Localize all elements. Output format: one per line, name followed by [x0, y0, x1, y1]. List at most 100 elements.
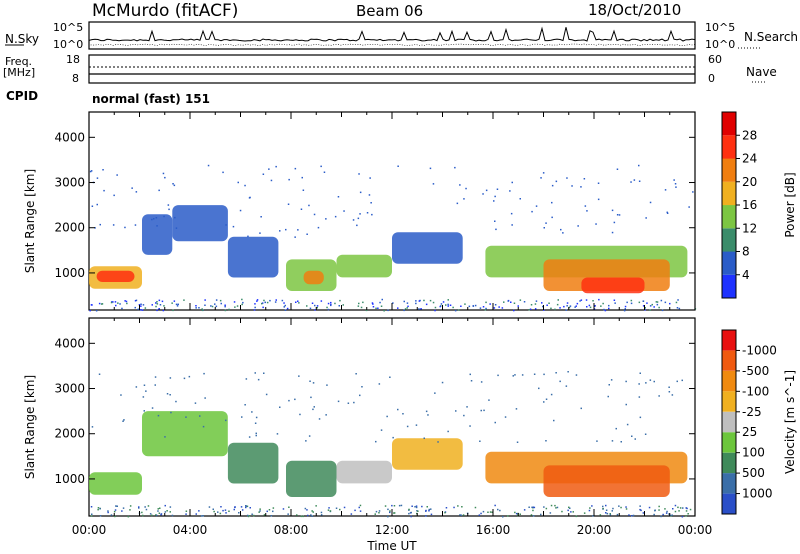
velocity-speckle	[610, 379, 613, 381]
power-speckle	[327, 302, 330, 305]
power-speckle	[442, 301, 445, 303]
velocity-speckle	[662, 513, 664, 516]
power-speckle	[175, 303, 178, 306]
power-speckle	[237, 181, 239, 184]
velocity-speckle	[249, 507, 251, 509]
power-speckle	[112, 301, 114, 303]
velocity-speckle	[516, 441, 519, 443]
velocity-speckle	[288, 506, 290, 508]
power-speckle	[368, 194, 371, 196]
velocity-speckle	[327, 509, 330, 511]
velocity-speckle	[605, 512, 607, 514]
velocity-y-axis-label: Slant Range [km]	[23, 375, 37, 479]
velocity-speckle	[302, 515, 304, 518]
power-speckle	[174, 216, 176, 219]
nsearch-lo-tick: 10^0	[705, 38, 736, 51]
power-speckle	[519, 198, 521, 200]
velocity-speckle	[685, 515, 687, 517]
power-speckle	[415, 302, 417, 305]
power-speckle	[592, 300, 594, 302]
velocity-speckle	[474, 506, 477, 509]
power-speckle	[357, 217, 360, 220]
velocity-speckle	[602, 507, 604, 510]
velocity-speckle	[543, 506, 545, 508]
power-speckle	[494, 195, 496, 198]
power-speckle	[285, 228, 287, 231]
velocity-speckle	[425, 515, 427, 517]
velocity-speckle	[208, 506, 211, 508]
velocity-speckle	[138, 506, 140, 508]
power-speckle	[482, 193, 484, 195]
x-tick-label: 20:00	[577, 523, 612, 537]
velocity-colorbar-segment	[722, 473, 736, 494]
velocity-speckle	[296, 514, 298, 516]
power-speckle	[284, 304, 286, 307]
velocity-speckle	[353, 401, 355, 404]
velocity-speckle	[459, 514, 461, 516]
velocity-speckle	[638, 396, 641, 398]
velocity-speckle	[575, 515, 578, 518]
power-speckle	[608, 307, 610, 310]
velocity-speckle	[428, 510, 430, 512]
power-speckle	[359, 191, 362, 194]
power-speckle	[124, 226, 126, 229]
power-speckle	[571, 185, 573, 187]
velocity-speckle	[185, 416, 187, 418]
velocity-speckle	[258, 511, 260, 513]
power-speckle	[295, 301, 297, 303]
velocity-speckle	[254, 422, 257, 424]
power-speckle	[334, 302, 336, 305]
power-speckle	[135, 191, 138, 193]
velocity-speckle	[415, 505, 418, 507]
power-speckle	[542, 172, 545, 174]
power-speckle	[392, 302, 394, 304]
power-speckle	[519, 299, 522, 301]
power-speckle	[530, 304, 533, 306]
velocity-speckle	[129, 505, 132, 507]
velocity-speckle	[430, 513, 433, 516]
x-tick-label: 12:00	[375, 523, 410, 537]
power-speckle	[224, 309, 227, 312]
power-speckle	[320, 300, 323, 302]
velocity-speckle	[257, 378, 260, 381]
power-speckle	[379, 301, 381, 304]
power-speckle	[215, 305, 218, 308]
velocity-speckle	[565, 385, 568, 387]
velocity-speckle	[561, 510, 563, 513]
power-echo-region	[392, 232, 463, 264]
power-speckle	[585, 299, 588, 301]
power-speckle	[439, 305, 441, 308]
power-speckle	[114, 301, 117, 303]
velocity-speckle	[241, 416, 243, 418]
power-speckle	[302, 189, 305, 191]
velocity-speckle	[213, 510, 215, 513]
power-speckle	[198, 307, 200, 309]
power-speckle	[155, 217, 158, 219]
power-speckle	[644, 307, 646, 309]
velocity-speckle	[328, 507, 330, 509]
velocity-speckle	[532, 509, 534, 512]
velocity-speckle	[115, 505, 117, 507]
velocity-speckle	[224, 509, 227, 511]
velocity-speckle	[609, 513, 611, 515]
velocity-speckle	[384, 505, 387, 507]
velocity-speckle	[255, 432, 257, 435]
power-speckle	[281, 299, 284, 302]
power-speckle	[256, 300, 258, 302]
velocity-speckle	[681, 379, 683, 382]
power-speckle	[507, 300, 509, 302]
velocity-speckle	[389, 376, 391, 378]
power-speckle	[242, 301, 244, 304]
power-speckle	[241, 298, 243, 301]
velocity-speckle	[545, 440, 547, 442]
power-speckle	[616, 214, 619, 216]
velocity-speckle	[469, 373, 471, 376]
velocity-speckle	[592, 515, 594, 517]
power-speckle	[501, 307, 504, 309]
power-speckle	[548, 302, 550, 304]
velocity-speckle	[528, 506, 530, 508]
power-speckle	[541, 302, 543, 304]
power-speckle	[550, 307, 552, 310]
power-echo-region	[172, 205, 228, 242]
